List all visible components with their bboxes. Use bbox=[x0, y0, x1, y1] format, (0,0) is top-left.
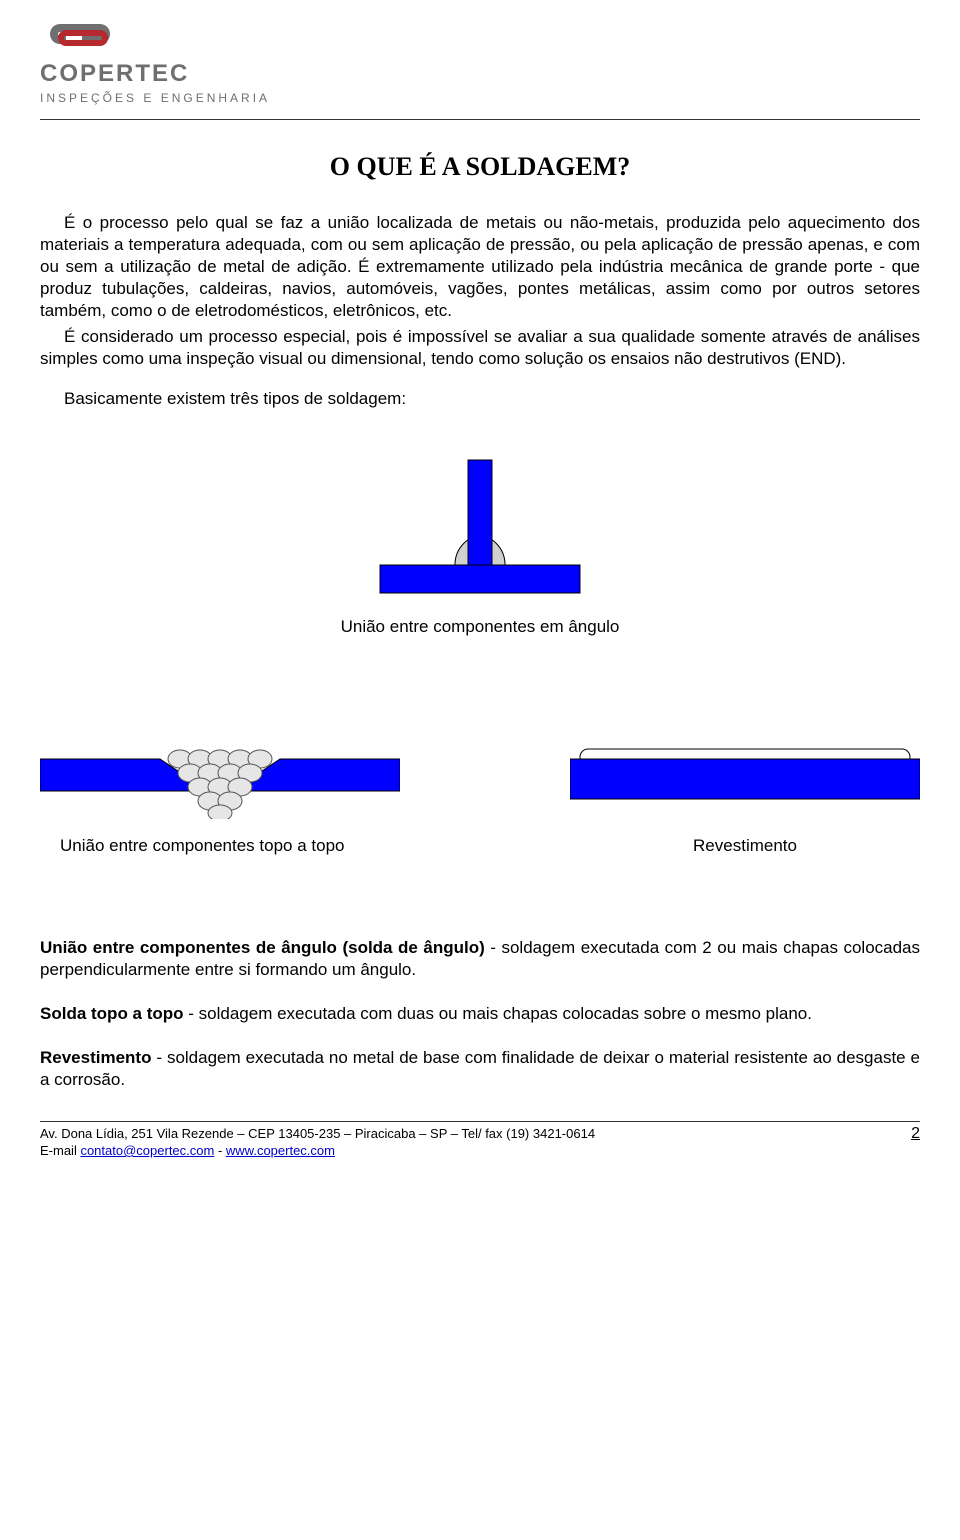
coating-svg bbox=[570, 729, 920, 819]
diagram-angle-weld: União entre componentes em ângulo bbox=[40, 450, 920, 638]
diagram-coating: Revestimento bbox=[570, 729, 920, 857]
logo-name: COPERTEC bbox=[40, 58, 920, 89]
diagram-angle-caption: União entre componentes em ângulo bbox=[40, 616, 920, 638]
page-title: O QUE É A SOLDAGEM? bbox=[40, 150, 920, 184]
page-footer: 2 Av. Dona Lídia, 251 Vila Rezende – CEP… bbox=[40, 1126, 920, 1160]
diagram-butt-weld: União entre componentes topo a topo bbox=[40, 729, 400, 857]
body-text: É o processo pelo qual se faz a união lo… bbox=[40, 212, 920, 411]
footer-address: Av. Dona Lídia, 251 Vila Rezende – CEP 1… bbox=[40, 1126, 920, 1143]
header-rule bbox=[40, 119, 920, 120]
angle-weld-svg bbox=[360, 450, 600, 600]
paragraph-1: É o processo pelo qual se faz a união lo… bbox=[40, 212, 920, 322]
butt-weld-svg bbox=[40, 729, 400, 819]
definition-angle-term: União entre componentes de ângulo (solda… bbox=[40, 938, 485, 957]
paragraph-3: Basicamente existem três tipos de soldag… bbox=[40, 388, 920, 410]
footer-email-link[interactable]: contato@copertec.com bbox=[80, 1143, 214, 1158]
diagrams-row: União entre componentes topo a topo Reve… bbox=[40, 729, 920, 857]
logo-tagline: INSPEÇÕES E ENGENHARIA bbox=[40, 91, 920, 107]
definition-angle: União entre componentes de ângulo (solda… bbox=[40, 937, 920, 981]
footer-email-label: E-mail bbox=[40, 1143, 80, 1158]
definition-coating-term: Revestimento bbox=[40, 1048, 151, 1067]
footer-contact: E-mail contato@copertec.com - www.copert… bbox=[40, 1143, 920, 1160]
definition-butt-term: Solda topo a topo bbox=[40, 1004, 184, 1023]
definition-coating-text: - soldagem executada no metal de base co… bbox=[40, 1048, 920, 1089]
footer-rule bbox=[40, 1121, 920, 1122]
definition-coating: Revestimento - soldagem executada no met… bbox=[40, 1047, 920, 1091]
definitions: União entre componentes de ângulo (solda… bbox=[40, 937, 920, 1091]
paragraph-2: É considerado um processo especial, pois… bbox=[40, 326, 920, 370]
diagram-butt-caption: União entre componentes topo a topo bbox=[60, 835, 400, 857]
footer-site-link[interactable]: www.copertec.com bbox=[226, 1143, 335, 1158]
definition-butt: Solda topo a topo - soldagem executada c… bbox=[40, 1003, 920, 1025]
company-logo: COPERTEC INSPEÇÕES E ENGENHARIA bbox=[40, 20, 920, 107]
diagram-coating-caption: Revestimento bbox=[570, 835, 920, 857]
definition-butt-text: - soldagem executada com duas ou mais ch… bbox=[184, 1004, 812, 1023]
footer-sep: - bbox=[214, 1143, 226, 1158]
page-number: 2 bbox=[911, 1124, 920, 1145]
logo-mark-icon bbox=[40, 20, 130, 56]
